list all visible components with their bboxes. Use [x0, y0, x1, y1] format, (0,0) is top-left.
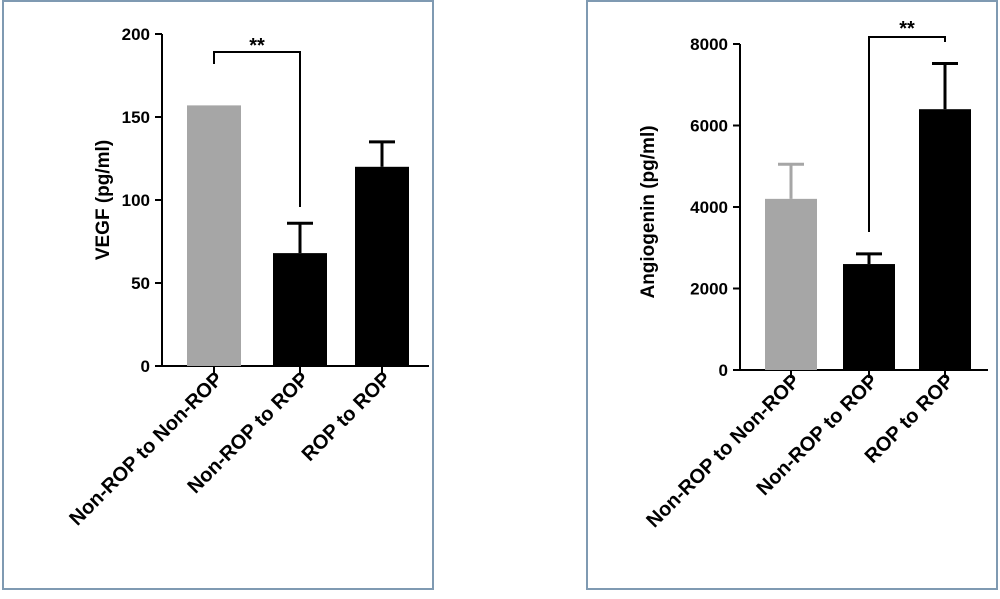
vegf-bar-chart: 0 50 100 150 200 VEGF (pg/ml) Non-ROP to Non-R…	[65, 25, 429, 530]
y-tick-label: 150	[122, 108, 150, 127]
y-tick-label: 0	[719, 361, 728, 380]
x-category-label: Non-ROP to Non-ROP	[642, 370, 804, 532]
significance-label: **	[249, 35, 265, 57]
bar	[765, 198, 817, 370]
x-category-label: Non-ROP to Non-ROP	[65, 368, 227, 530]
y-tick-label: 50	[131, 274, 150, 293]
significance-bracket	[213, 51, 301, 207]
angiogenin-chart-panel: 0 2000 4000 6000 8000 Angiogenin (pg/ml) Non-R…	[586, 0, 998, 590]
significance-label: **	[899, 18, 915, 40]
y-tick-label: 200	[122, 25, 150, 44]
bar	[273, 253, 327, 366]
bar	[919, 109, 971, 370]
significance-bracket	[868, 36, 946, 232]
bar	[187, 105, 241, 366]
y-tick-label: 6000	[690, 117, 728, 136]
y-tick-label: 2000	[690, 280, 728, 299]
y-tick-label: 0	[141, 357, 150, 376]
y-axis-title: Angiogenin (pg/ml)	[638, 125, 659, 298]
vegf-chart-panel: 0 50 100 150 200 VEGF (pg/ml) Non-ROP to Non-R…	[2, 0, 434, 590]
bar	[355, 166, 409, 366]
y-axis-title: VEGF (pg/ml)	[93, 140, 114, 260]
y-tick-label: 4000	[690, 198, 728, 217]
angiogenin-bar-chart: 0 2000 4000 6000 8000 Angiogenin (pg/ml) Non-R…	[638, 18, 988, 532]
y-tick-label: 8000	[690, 35, 728, 54]
bar	[843, 264, 895, 370]
y-tick-label: 100	[122, 191, 150, 210]
